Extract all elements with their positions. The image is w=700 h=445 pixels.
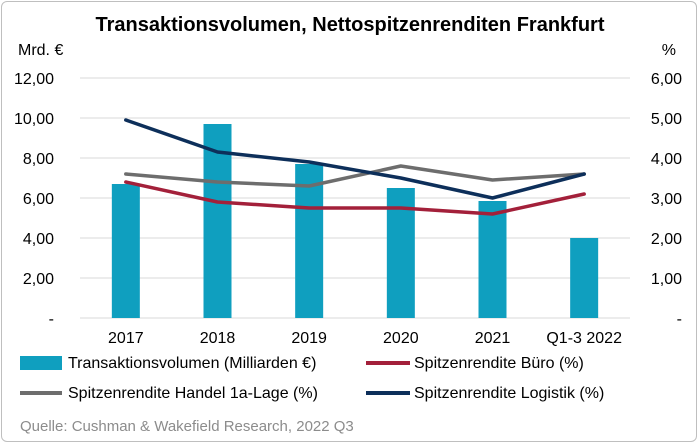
left-tick-label: 4,00 bbox=[23, 231, 54, 248]
legend-label-office: Spitzenrendite Büro (%) bbox=[414, 355, 584, 372]
right-tick-label: 3,00 bbox=[651, 191, 682, 208]
x-tick-label: 2017 bbox=[108, 330, 144, 347]
right-tick-label: 1,00 bbox=[651, 271, 682, 288]
left-tick-label: 10,00 bbox=[14, 111, 54, 128]
legend: Transaktionsvolumen (Milliarden €) Spitz… bbox=[20, 355, 604, 402]
x-tick-label: 2019 bbox=[291, 330, 327, 347]
right-axis-unit: % bbox=[662, 42, 676, 59]
bar bbox=[478, 201, 507, 318]
series-line bbox=[124, 180, 586, 216]
series-line bbox=[124, 164, 586, 188]
left-tick-label: 12,00 bbox=[14, 71, 54, 88]
right-tick-label: 4,00 bbox=[651, 151, 682, 168]
left-tick-label: 8,00 bbox=[23, 151, 54, 168]
left-axis-ticks: - 2,00 4,00 6,00 8,00 10,00 12,00 bbox=[14, 71, 54, 328]
right-tick-label: - bbox=[677, 311, 682, 328]
legend-label-logistics: Spitzenrendite Logistik (%) bbox=[414, 385, 604, 402]
right-axis-ticks: - 1,00 2,00 3,00 4,00 5,00 6,00 bbox=[651, 71, 682, 328]
left-tick-label: 6,00 bbox=[23, 191, 54, 208]
bar bbox=[203, 124, 232, 318]
bar bbox=[111, 184, 140, 318]
line-series bbox=[124, 118, 586, 216]
x-tick-label: 2020 bbox=[383, 330, 419, 347]
left-tick-label: 2,00 bbox=[23, 271, 54, 288]
bar bbox=[295, 164, 324, 318]
series-line bbox=[124, 118, 586, 200]
right-tick-label: 2,00 bbox=[651, 231, 682, 248]
bar-series bbox=[111, 124, 599, 318]
left-tick-label: - bbox=[49, 311, 54, 328]
right-tick-label: 5,00 bbox=[651, 111, 682, 128]
chart-title: Transaktionsvolumen, Nettospitzenrendite… bbox=[96, 14, 605, 36]
legend-swatch-bar bbox=[20, 356, 62, 370]
legend-label-retail: Spitzenrendite Handel 1a-Lage (%) bbox=[68, 385, 318, 402]
source-note: Quelle: Cushman & Wakefield Research, 20… bbox=[20, 418, 354, 435]
x-tick-label: Q1-3 2022 bbox=[546, 330, 622, 347]
legend-label-bar: Transaktionsvolumen (Milliarden €) bbox=[68, 355, 316, 372]
left-axis-unit: Mrd. € bbox=[18, 42, 63, 59]
x-axis-ticks: 2017 2018 2019 2020 2021 Q1-3 2022 bbox=[108, 330, 622, 347]
x-tick-label: 2021 bbox=[475, 330, 511, 347]
right-tick-label: 6,00 bbox=[651, 71, 682, 88]
grid-lines bbox=[80, 77, 630, 319]
bar bbox=[570, 238, 599, 318]
x-tick-label: 2018 bbox=[200, 330, 236, 347]
